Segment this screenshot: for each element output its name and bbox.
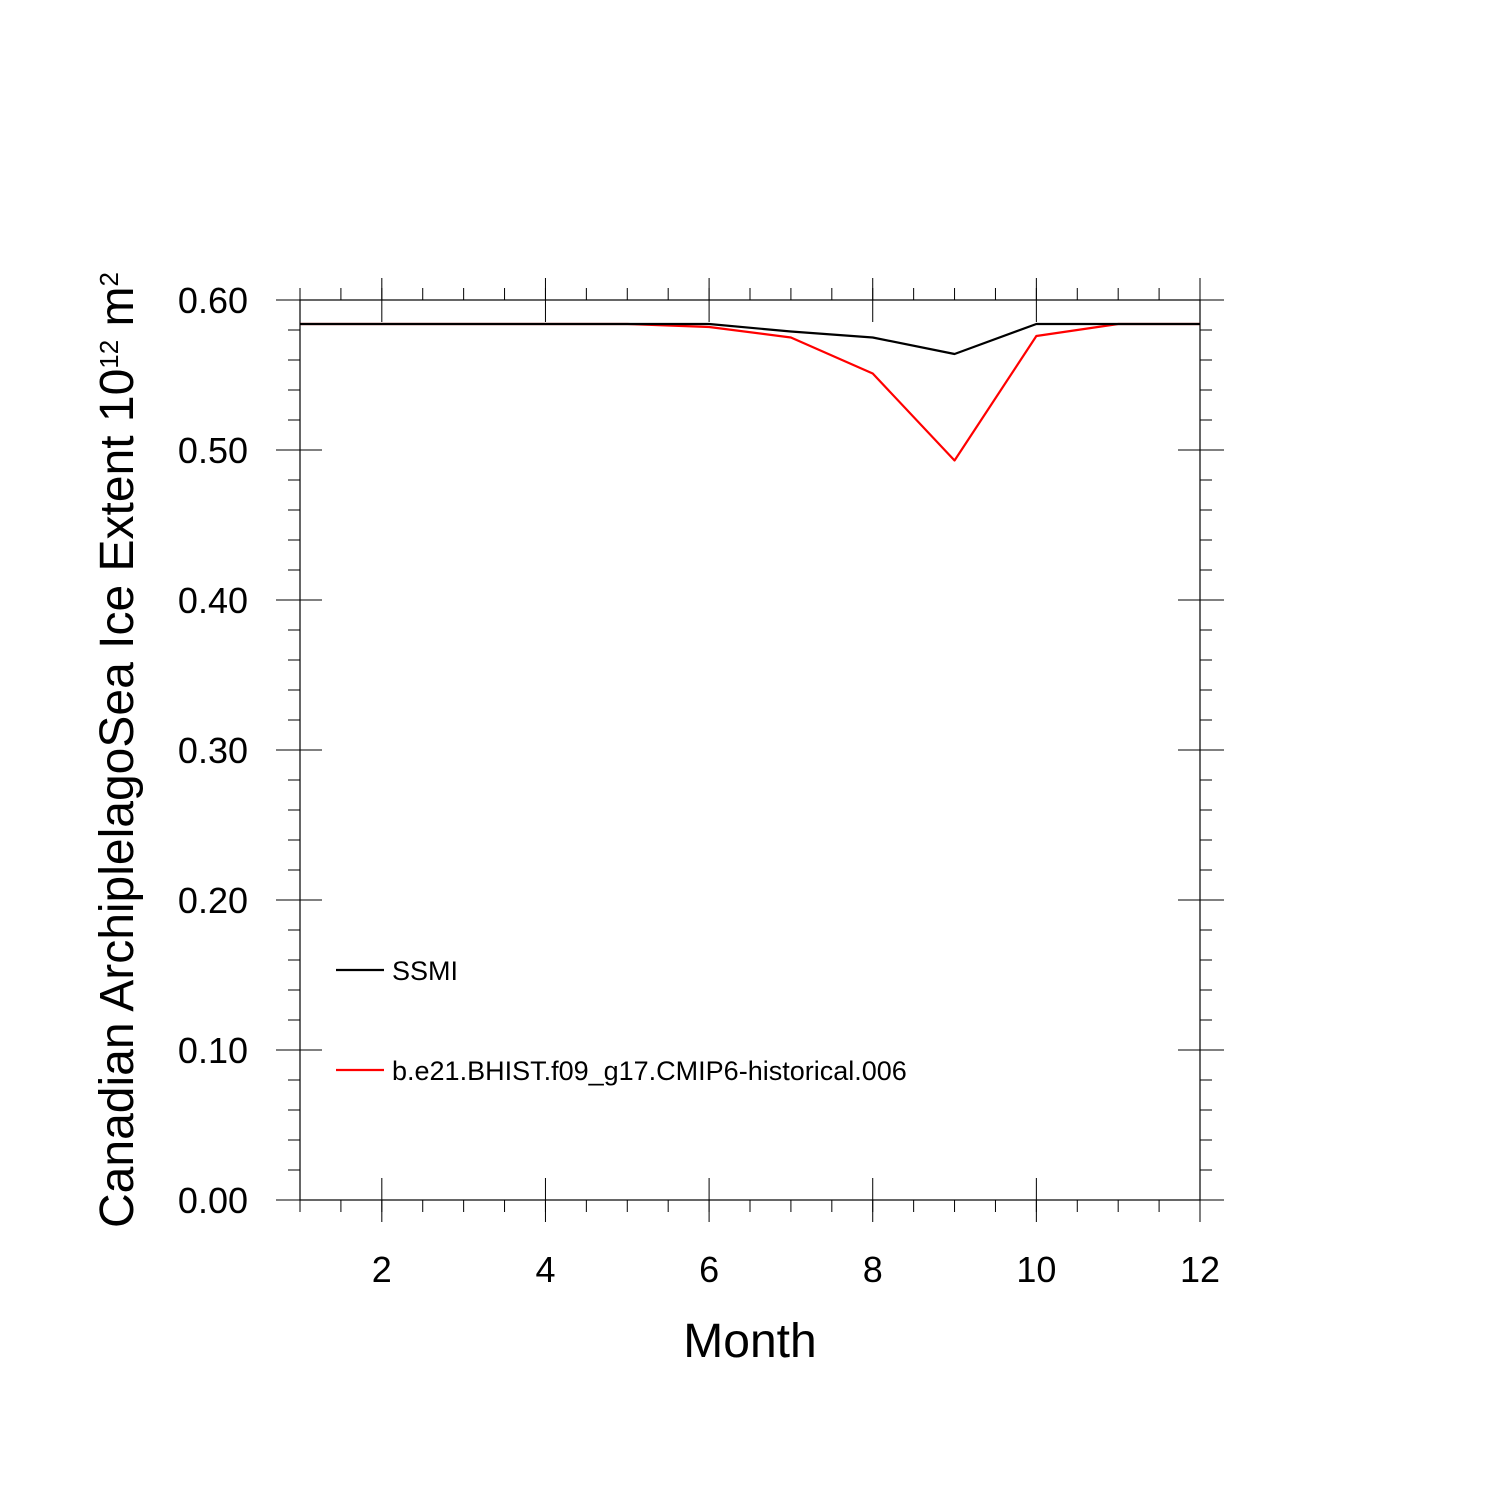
y-tick-label: 0.50 — [178, 430, 248, 471]
x-tick-label: 10 — [1016, 1249, 1056, 1290]
axis-ticks — [276, 278, 1224, 1222]
y-axis-title-unit: m — [91, 286, 144, 339]
x-tick-label: 8 — [863, 1249, 883, 1290]
y-axis-title-unit-exponent: 2 — [94, 272, 124, 286]
series-lines — [300, 322, 1200, 462]
legend: SSMI b.e21.BHIST.f09_g17.CMIP6-historical… — [336, 956, 907, 1086]
x-tick-labels: 2 4 6 8 10 12 — [372, 1249, 1220, 1290]
legend-label: b.e21.BHIST.f09_g17.CMIP6-historical.006 — [392, 1056, 907, 1086]
y-tick-label: 0.10 — [178, 1030, 248, 1071]
y-tick-label: 0.30 — [178, 730, 248, 771]
y-tick-label: 0.40 — [178, 580, 248, 621]
y-axis-title-text: Canadian ArchiplelagoSea Ice Extent 10 — [91, 369, 144, 1228]
x-tick-label: 6 — [699, 1249, 719, 1290]
series-line — [300, 322, 1200, 462]
x-tick-label: 12 — [1180, 1249, 1220, 1290]
x-axis-title: Month — [683, 1315, 816, 1368]
y-tick-label: 0.00 — [178, 1180, 248, 1221]
legend-label: SSMI — [392, 956, 458, 986]
y-axis-title: Canadian ArchiplelagoSea Ice Extent 1012… — [91, 272, 144, 1228]
x-tick-label: 2 — [372, 1249, 392, 1290]
series-line — [300, 322, 1200, 356]
y-tick-labels: 0.00 0.10 0.20 0.30 0.40 0.50 0.60 — [178, 280, 248, 1221]
y-tick-label: 0.20 — [178, 880, 248, 921]
x-tick-label: 4 — [535, 1249, 555, 1290]
plot-frame — [299, 299, 1201, 1201]
y-tick-label: 0.60 — [178, 280, 248, 321]
y-axis-title-exponent: 12 — [94, 340, 124, 369]
